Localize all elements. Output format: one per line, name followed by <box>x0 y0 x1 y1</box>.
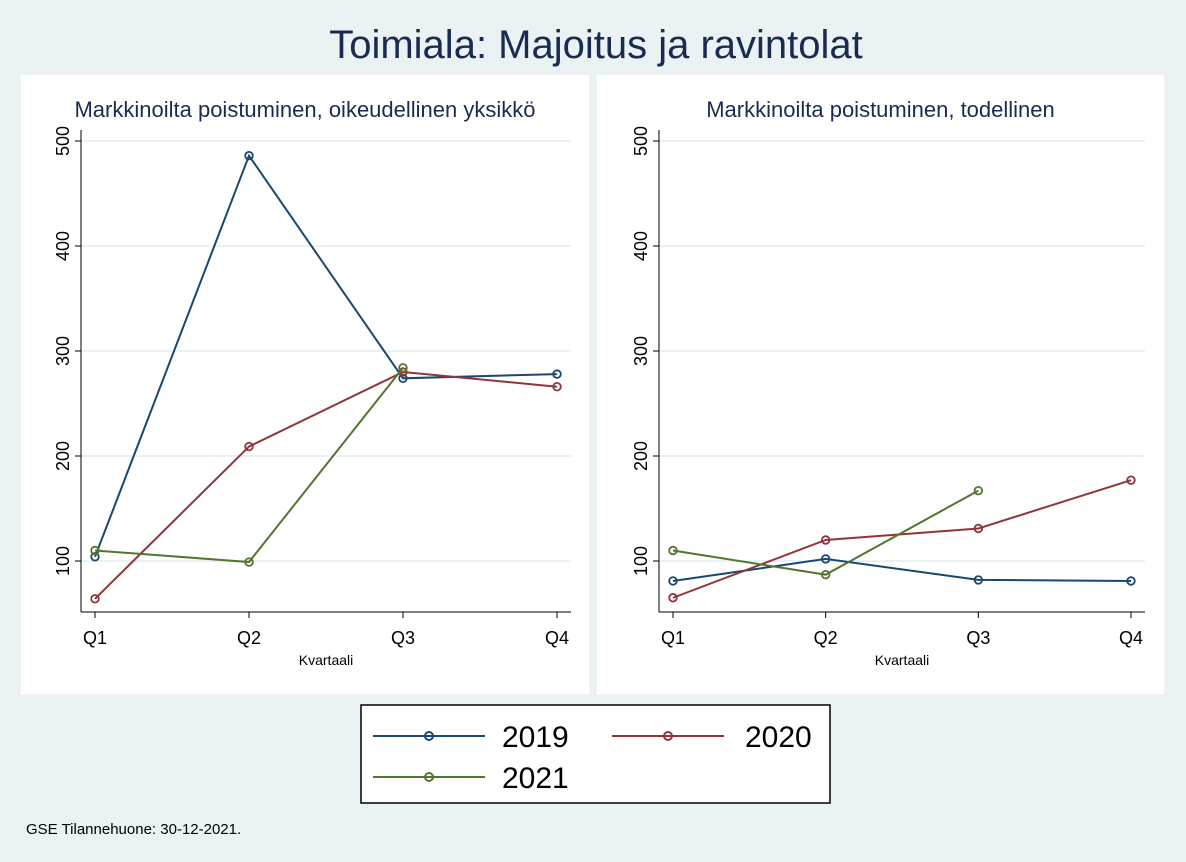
data-point <box>820 554 831 564</box>
series-2020 <box>90 367 562 604</box>
panel-2: Markkinoilta poistuminen, todellinen 100 2… <box>595 73 1166 696</box>
series-line-2020 <box>94 370 558 600</box>
series-2020 <box>668 475 1136 603</box>
data-point <box>244 557 254 567</box>
y-tick-label: 100 <box>631 546 651 576</box>
legend-label: 2019 <box>502 721 569 754</box>
x-tick-label: Q2 <box>814 628 838 648</box>
data-point <box>244 441 254 452</box>
data-point <box>668 545 678 556</box>
panel-title: Markkinoilta poistuminen, oikeudellinen … <box>74 97 535 122</box>
panel-1: Markkinoilta poistuminen, oikeudellinen … <box>19 73 591 696</box>
data-point <box>398 373 408 383</box>
y-tick-label: 500 <box>631 126 651 156</box>
x-tick-label: Q1 <box>661 628 685 648</box>
y-tick-label: 400 <box>631 231 651 261</box>
series-line-2021 <box>672 489 979 576</box>
data-point <box>973 485 984 496</box>
data-point <box>973 523 984 534</box>
series-line-2020 <box>672 479 1132 599</box>
data-point <box>244 150 254 161</box>
series-2019 <box>90 150 562 562</box>
chart-title: Toimiala: Majoitus ja ravintolat <box>329 23 863 67</box>
series-line-2019 <box>94 153 558 558</box>
y-tick-label: 300 <box>631 336 651 366</box>
y-tick-label: 100 <box>53 546 73 576</box>
x-axis-label: Kvartaali <box>299 652 353 668</box>
data-point <box>90 552 100 562</box>
y-tick-label: 200 <box>53 441 73 471</box>
data-point <box>820 569 831 580</box>
series-line-2021 <box>94 367 404 564</box>
legend-marker <box>424 731 434 741</box>
data-point <box>90 594 100 604</box>
footer-note: GSE Tilannehuone: 30-12-2021. <box>26 821 241 838</box>
legend-label: 2021 <box>502 762 569 795</box>
legend-item-2020: 2020 <box>612 721 812 754</box>
x-axis-label: Kvartaali <box>875 652 929 668</box>
series-2021 <box>668 485 984 580</box>
x-tick-label: Q1 <box>83 628 107 648</box>
data-point <box>973 575 984 585</box>
x-tick-label: Q3 <box>966 628 990 648</box>
data-point <box>1126 475 1136 485</box>
x-tick-label: Q4 <box>1119 628 1143 648</box>
legend: 2019 2020 2021 <box>360 704 831 804</box>
panel-background <box>595 73 1166 696</box>
series-2021 <box>90 363 408 567</box>
data-point <box>552 369 562 379</box>
panel-background <box>19 73 591 696</box>
x-tick-label: Q4 <box>545 628 569 648</box>
data-point <box>552 382 562 392</box>
legend-marker <box>424 772 434 782</box>
legend-item-2019: 2019 <box>373 721 569 754</box>
x-tick-label: Q3 <box>391 628 415 648</box>
y-tick-label: 500 <box>53 126 73 156</box>
data-point <box>820 535 831 545</box>
data-point <box>398 363 408 373</box>
panel-title: Markkinoilta poistuminen, todellinen <box>706 97 1055 122</box>
y-tick-label: 200 <box>631 441 651 471</box>
data-point <box>1126 576 1136 586</box>
legend-item-2021: 2021 <box>373 762 569 795</box>
y-tick-label: 400 <box>53 231 73 261</box>
legend-label: 2020 <box>745 721 812 754</box>
data-point <box>668 593 678 603</box>
x-tick-label: Q2 <box>237 628 261 648</box>
y-tick-label: 300 <box>53 336 73 366</box>
data-point <box>90 545 100 556</box>
legend-marker <box>663 731 673 741</box>
data-point <box>668 576 678 586</box>
